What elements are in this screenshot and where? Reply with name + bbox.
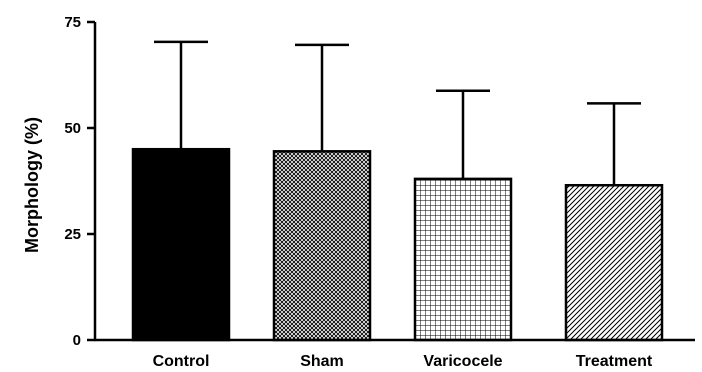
bar-sham — [272, 150, 372, 342]
x-tick-label: Control — [153, 353, 210, 370]
y-tick-label: 50 — [64, 120, 81, 137]
y-tick-label: 25 — [64, 226, 81, 243]
x-tick-label: Varicocele — [423, 353, 502, 370]
bar-varicocele — [413, 177, 513, 342]
bar-control — [131, 147, 231, 342]
x-tick-label: Sham — [300, 353, 344, 370]
bar-treatment — [564, 183, 664, 342]
y-tick-label: 0 — [73, 332, 81, 349]
x-tick-label: Treatment — [576, 353, 653, 370]
y-axis-title: Morphology (%) — [22, 117, 42, 253]
y-tick-label: 75 — [64, 14, 81, 31]
